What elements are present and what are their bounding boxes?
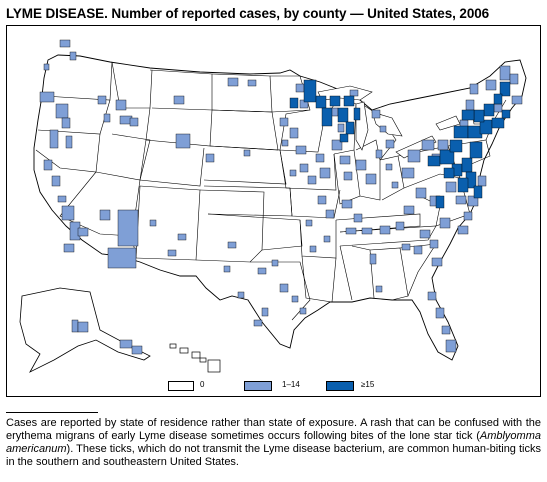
counties-15-plus-cases <box>289 79 511 209</box>
legend-label-none: 0 <box>200 380 205 389</box>
legend-swatch-high <box>326 381 354 391</box>
legend-label-high: ≥15 <box>361 380 375 389</box>
footnote: Cases are reported by state of residence… <box>6 417 541 469</box>
footnote-italic-species: Amblyomma americanum <box>6 430 541 455</box>
counties-1-14-cases <box>39 39 523 353</box>
legend-swatch-none <box>168 381 194 391</box>
alaska-counties-1-14 <box>71 319 143 355</box>
legend-label-low: 1–14 <box>282 380 300 389</box>
footnote-text-before: Cases are reported by state of residence… <box>6 417 541 442</box>
contiguous-us-outline <box>33 54 527 361</box>
hawaii-islands <box>169 343 221 373</box>
footnote-rule <box>6 412 98 413</box>
map-frame <box>6 25 541 397</box>
legend-swatch-low <box>244 381 272 391</box>
footnote-text-after: ). These ticks, which do not transmit th… <box>6 443 541 468</box>
map-title: LYME DISEASE. Number of reported cases, … <box>6 6 490 21</box>
